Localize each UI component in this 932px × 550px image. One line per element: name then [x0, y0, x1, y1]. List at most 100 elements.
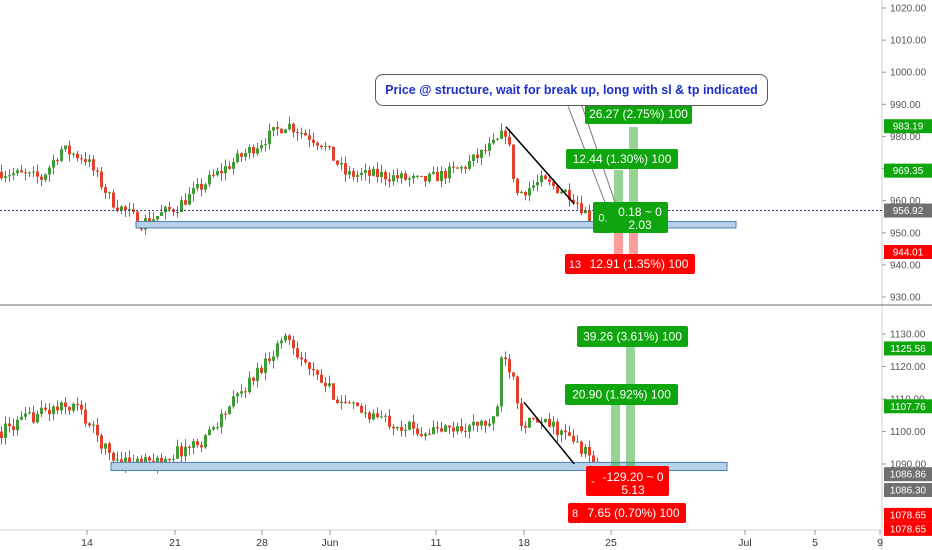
trendline-top[interactable] [505, 126, 575, 205]
candle-body [492, 416, 495, 424]
price-badge-label: 983.19 [893, 122, 924, 133]
time-axis[interactable]: 14 21 28 Jun 11 18 25 Jul 5 9 [0, 529, 883, 549]
candle-body [464, 167, 467, 169]
sl-label-bottom-3-text: 5.13 [621, 483, 645, 497]
candle-body [108, 192, 111, 194]
candle-body [496, 406, 499, 417]
candle-body [324, 382, 327, 387]
price-badge-1-3[interactable] [884, 483, 932, 498]
tp-label-top-3-box[interactable] [593, 202, 613, 233]
candle-body [232, 162, 235, 169]
sl-label-top-1-box[interactable] [565, 254, 585, 274]
candle-body [572, 199, 575, 203]
price-badge-0-3[interactable] [884, 245, 932, 260]
candle-body [260, 367, 263, 373]
sl-label-bottom-5: 7.65 (0.70%) 100 [587, 506, 679, 520]
candle-body [504, 357, 507, 360]
top-price-panel[interactable] [0, 116, 591, 235]
price-badge-1-2[interactable] [884, 467, 932, 482]
candle-body [360, 172, 363, 176]
bottom-price-panel[interactable] [0, 333, 599, 475]
candle-body [16, 419, 19, 431]
x-tick-label: 21 [169, 537, 181, 549]
candle-body [416, 428, 419, 435]
tp-label-top-1-box[interactable] [585, 104, 692, 124]
sl-bar-2-top[interactable] [629, 229, 638, 262]
candle-body [344, 401, 347, 403]
tp-label-top-4-box[interactable] [612, 202, 668, 233]
price-axis[interactable]: 1020.001010.001000.00990.00980.00970.009… [881, 0, 932, 550]
sl-label-bottom-1-box[interactable] [586, 466, 600, 496]
sl-label-bottom-5-box[interactable] [581, 503, 686, 523]
candle-body [168, 459, 171, 461]
candle-body [28, 412, 31, 414]
trendline-bottom[interactable] [523, 401, 575, 465]
sl-label-bottom-2-box[interactable] [597, 466, 669, 496]
tp-label-bottom-1-box[interactable] [577, 326, 688, 347]
x-tick-label: 25 [605, 537, 617, 549]
candle-body [388, 415, 391, 427]
tp-label-top-5-text: 2.03 [628, 218, 652, 232]
candle-body [312, 139, 315, 143]
candle-body [116, 459, 119, 461]
candle-body [528, 417, 531, 428]
candle-body [384, 171, 387, 180]
candle-body [488, 423, 491, 426]
tp-label-bottom-2-box[interactable] [565, 384, 678, 405]
candle-body [228, 166, 231, 169]
candle-body [500, 357, 503, 407]
candle-body [128, 209, 131, 211]
price-badge-1-5[interactable] [884, 521, 932, 536]
candle-body [532, 417, 535, 420]
candle-body [228, 406, 231, 414]
structure-zone-bottom[interactable] [110, 461, 728, 471]
candle-body [464, 431, 467, 433]
tp-label-top-2-box[interactable] [566, 149, 678, 169]
candle-body [40, 407, 43, 414]
sl-bar-1-top[interactable] [614, 229, 623, 262]
tp-bar-1-top[interactable] [614, 170, 623, 214]
candle-body [368, 170, 371, 176]
candle-body [136, 211, 139, 227]
candle-body [436, 427, 439, 429]
candle-body [304, 359, 307, 363]
candle-body [544, 175, 547, 180]
tp-bar-2-top[interactable] [629, 127, 638, 214]
candle-body [400, 426, 403, 431]
candle-body [324, 146, 327, 148]
annotation-callout[interactable]: Price @ structure, wait for break up, lo… [375, 74, 768, 106]
candle-body [72, 153, 75, 155]
sl-label-top-2-box[interactable] [583, 254, 695, 274]
price-badge-0-0[interactable] [884, 119, 932, 134]
candle-body [36, 171, 39, 177]
candle-body [220, 413, 223, 428]
tp-label-top-1: 26.27 (2.75%) 100 [589, 107, 688, 121]
price-badge-0-2[interactable] [884, 203, 932, 218]
candle-body [572, 435, 575, 442]
candle-body [320, 145, 323, 148]
candle-body [536, 181, 539, 186]
candle-body [300, 357, 303, 360]
candle-body [260, 145, 263, 149]
sl-label-bottom-4-box[interactable] [568, 503, 582, 523]
price-badge-0-1[interactable] [884, 163, 932, 178]
price-badge-1-1[interactable] [884, 399, 932, 414]
tp-bar-1-bottom[interactable] [611, 405, 620, 466]
candle-body [392, 175, 395, 182]
price-badge-label: 1078.65 [890, 510, 927, 521]
candle-body [496, 138, 499, 140]
candle-body [584, 210, 587, 214]
structure-zone-top[interactable] [135, 221, 737, 229]
candle-body [272, 356, 275, 361]
y-tick-label: 1120.00 [890, 362, 926, 373]
price-badge-1-4[interactable] [884, 507, 932, 522]
y-tick-label: 950.00 [890, 228, 921, 239]
candle-body [580, 203, 583, 214]
candle-body [580, 441, 583, 454]
x-tick-label: Jun [322, 537, 339, 549]
candle-body [468, 425, 471, 432]
candle-body [440, 170, 443, 182]
price-badge-1-0[interactable] [884, 341, 932, 356]
tp-bar-2-bottom[interactable] [626, 345, 635, 466]
